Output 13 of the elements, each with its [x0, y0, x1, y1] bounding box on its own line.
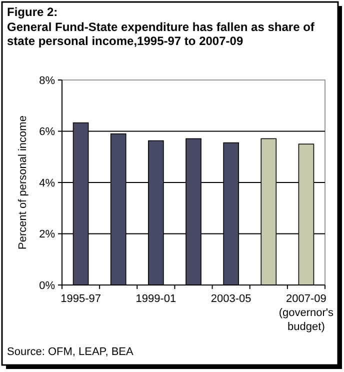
chart-title: Figure 2: [7, 5, 58, 19]
y-tick-label: 0% [39, 280, 56, 292]
x-tick-label: 2003-05 [210, 293, 252, 305]
x-tick-label: 1995-97 [60, 293, 101, 305]
chart-subtitle: General Fund-State expenditure has fallen as share of state personal income,1995-97 to 2007-09 [7, 20, 316, 48]
x-tick-label: 1999-01 [136, 293, 176, 305]
y-tick-label: 8% [39, 74, 56, 87]
y-tick-label: 6% [39, 126, 56, 138]
y-axis-title: Percent of personal income [17, 116, 29, 250]
x-tick-label: 2007-09 (governor's budget) [278, 293, 334, 333]
source-note: Source: OFM, LEAP, BEA [7, 346, 134, 358]
y-tick-label: 4% [39, 177, 56, 190]
y-tick-label: 2% [39, 228, 56, 241]
